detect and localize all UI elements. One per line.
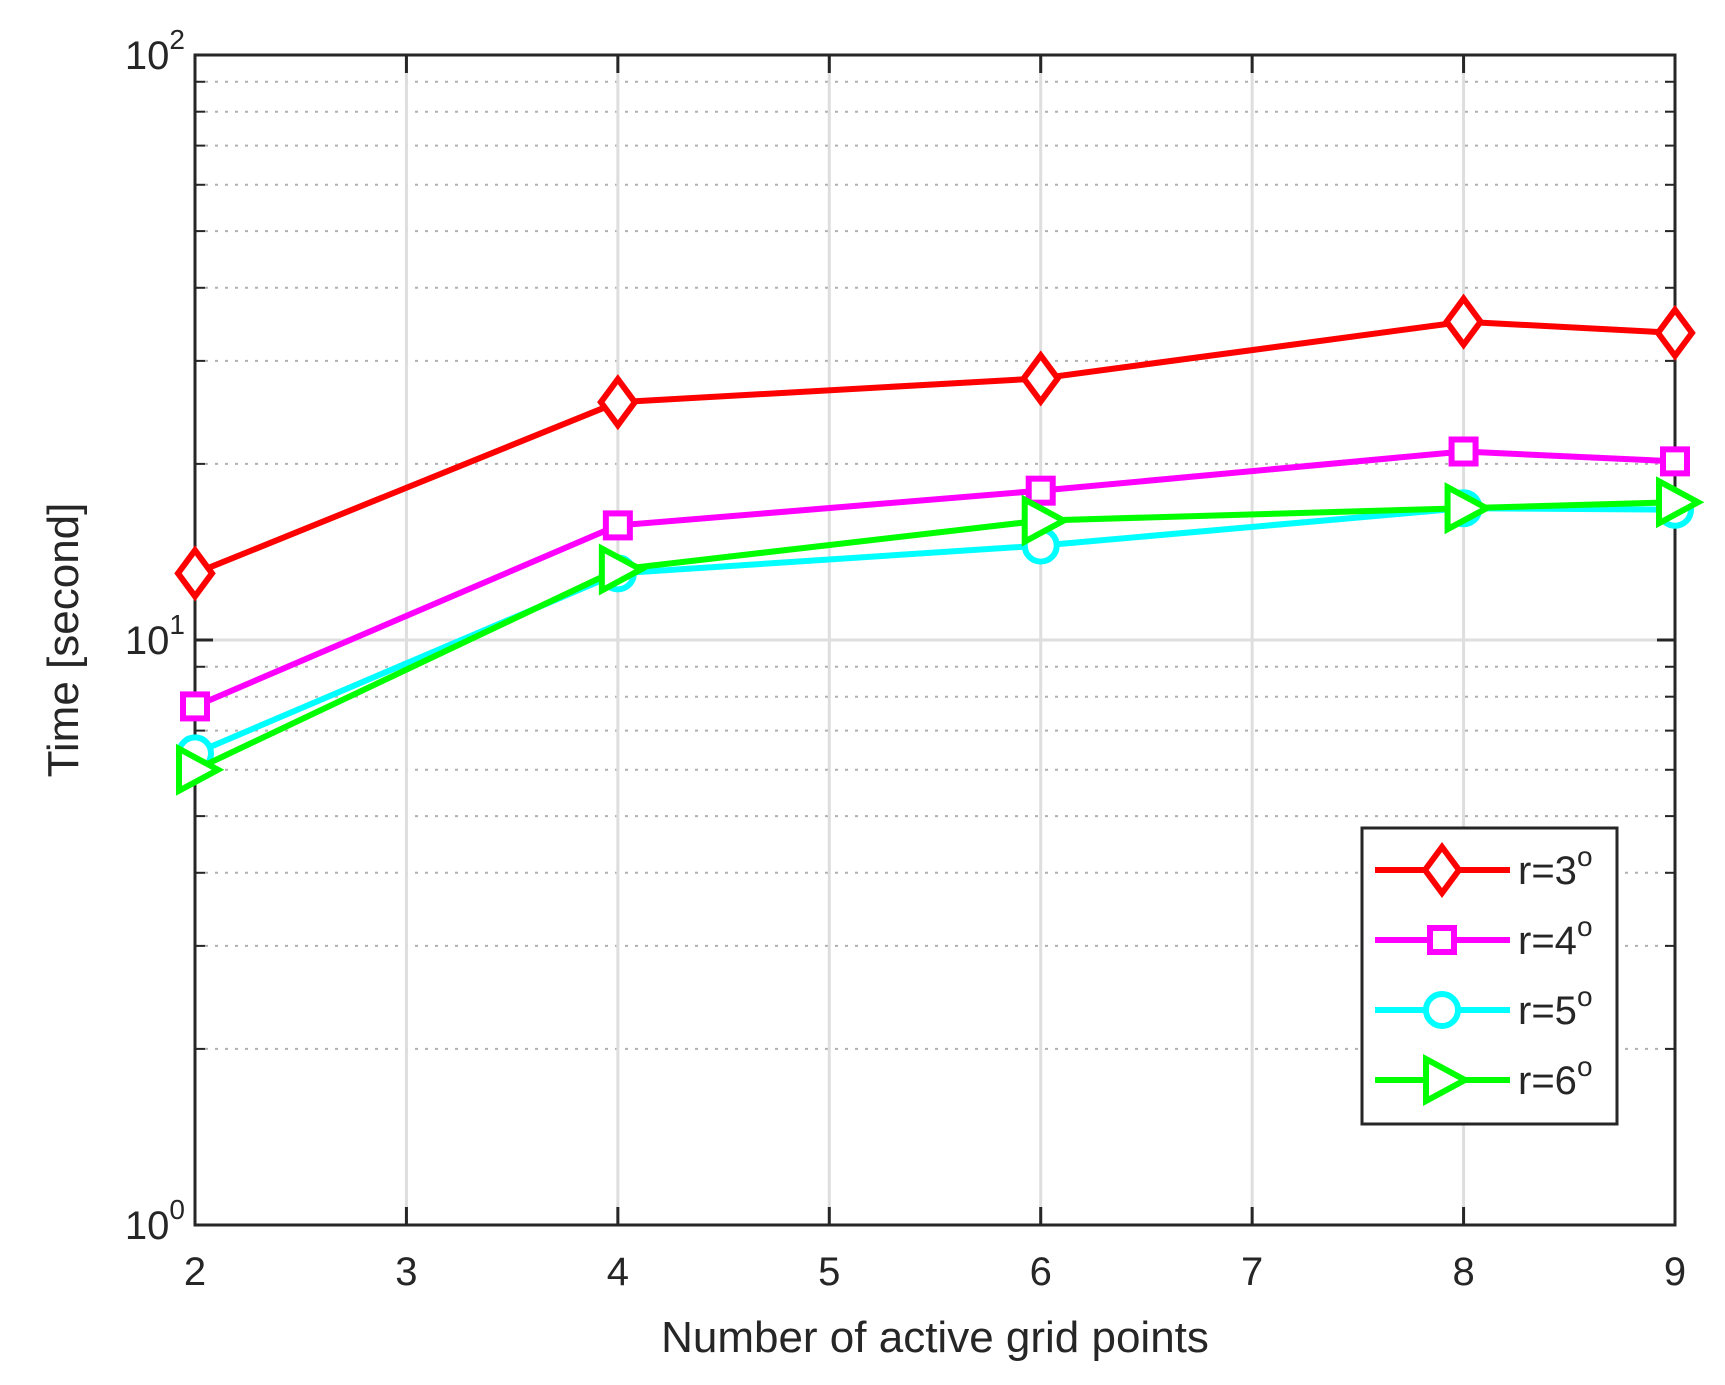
triangle-marker xyxy=(1423,1053,1472,1107)
x-tick-label: 8 xyxy=(1452,1250,1474,1294)
legend-entry: r=4o xyxy=(1375,911,1593,963)
square-marker xyxy=(1448,436,1479,467)
x-tick-label: 4 xyxy=(607,1250,629,1294)
legend-box xyxy=(1360,826,1619,1126)
legend-label: r=4o xyxy=(1518,911,1593,963)
square-marker xyxy=(602,510,633,541)
diamond-marker xyxy=(174,545,216,602)
plot-frame xyxy=(193,53,1677,1227)
legend-entry: r=6o xyxy=(1375,1051,1593,1107)
x-axis-label: Number of active grid points xyxy=(661,1313,1209,1362)
legend-degree: o xyxy=(1577,911,1593,942)
legend-name: r=4 xyxy=(1518,919,1577,963)
square-marker xyxy=(1025,475,1056,506)
legend: r=3or=4or=5or=6o xyxy=(1360,826,1619,1126)
y-tick-label: 101 xyxy=(125,609,185,663)
y-tick-label: 102 xyxy=(125,24,185,78)
square-marker xyxy=(1660,446,1690,477)
triangle-marker xyxy=(1021,494,1071,547)
y-axis-label: Time [second] xyxy=(39,503,88,778)
legend-label: r=5o xyxy=(1518,981,1593,1033)
y-tick-base: 10 xyxy=(125,34,170,78)
series-r=4 xyxy=(180,436,1690,722)
y-tick-base: 10 xyxy=(125,619,170,663)
legend-entry: r=5o xyxy=(1375,981,1593,1033)
legend-label: r=3o xyxy=(1518,841,1593,893)
y-tick-label: 100 xyxy=(125,1194,185,1248)
diamond-marker xyxy=(1019,350,1062,407)
x-tick-label: 5 xyxy=(818,1250,840,1294)
circle-marker xyxy=(1423,991,1461,1029)
square-marker xyxy=(180,691,210,722)
x-tick-labels: 2 3 4 5 6 7 8 9 xyxy=(184,1250,1686,1294)
diamond-marker xyxy=(597,374,639,431)
diamond-marker xyxy=(1421,841,1463,899)
diamond-marker xyxy=(1442,293,1485,350)
legend-name: r=3 xyxy=(1518,849,1577,893)
series-r=6 xyxy=(176,476,1705,796)
y-tick-exponent: 2 xyxy=(169,24,185,55)
series-lines xyxy=(174,293,1705,796)
triangle-marker xyxy=(1444,482,1493,535)
square-marker xyxy=(1427,925,1457,955)
legend-degree: o xyxy=(1577,841,1593,872)
legend-label: r=6o xyxy=(1518,1051,1593,1103)
x-tick-label: 3 xyxy=(395,1250,417,1294)
legend-degree: o xyxy=(1577,1051,1593,1082)
y-tick-base: 10 xyxy=(125,1204,170,1248)
x-tick-label: 6 xyxy=(1030,1250,1052,1294)
legend-name: r=5 xyxy=(1518,989,1577,1033)
diamond-marker xyxy=(1654,304,1696,361)
y-tick-exponent: 1 xyxy=(169,609,185,640)
triangle-marker xyxy=(598,543,648,596)
x-tick-label: 7 xyxy=(1241,1250,1263,1294)
x-tick-label: 9 xyxy=(1664,1250,1686,1294)
legend-name: r=6 xyxy=(1518,1059,1577,1103)
y-tick-exponent: 0 xyxy=(169,1194,185,1225)
legend-entry: r=3o xyxy=(1375,841,1593,899)
triangle-marker xyxy=(1656,476,1705,529)
triangle-marker xyxy=(176,743,225,796)
x-tick-label: 2 xyxy=(184,1250,206,1294)
legend-degree: o xyxy=(1577,981,1593,1012)
series-r=3 xyxy=(174,293,1696,602)
